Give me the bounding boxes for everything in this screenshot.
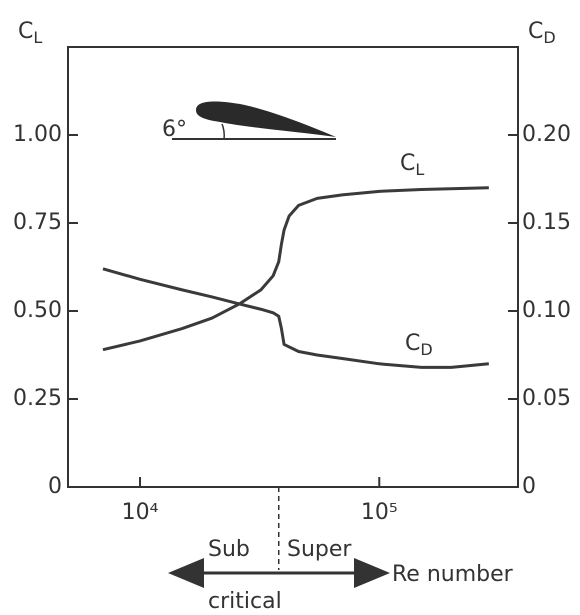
y2-tick-label: 0: [522, 474, 536, 499]
sub-label: Sub: [208, 537, 250, 562]
x-tick-label: 10⁵: [361, 500, 398, 525]
series-label: CD: [405, 331, 433, 359]
y-tick-label: 0.25: [13, 386, 62, 411]
y2-tick-label: 0.10: [522, 298, 571, 323]
y2-tick-label: 0.05: [522, 386, 571, 411]
critical-label: critical: [208, 589, 282, 614]
y-tick-label: 1.00: [13, 122, 62, 147]
series-line: [102, 186, 489, 352]
y2-tick-label: 0.20: [522, 122, 571, 147]
super-label: Super: [287, 537, 352, 562]
series-label: CL: [400, 151, 424, 179]
plot-frame: [67, 46, 519, 488]
x-axis-label: Re number: [392, 562, 514, 587]
y-tick-label: 0.50: [13, 298, 62, 323]
y-tick-label: 0.75: [13, 210, 62, 235]
angle-label: 6°: [162, 117, 187, 142]
y2-tick-label: 0.15: [522, 210, 571, 235]
y2-axis-label: CD: [528, 19, 556, 47]
series-line: [102, 267, 489, 369]
x-tick-label: 10⁴: [122, 500, 159, 525]
y-tick-label: 0: [48, 474, 62, 499]
y-axis-label: CL: [18, 19, 42, 47]
airfoil: [172, 101, 336, 140]
